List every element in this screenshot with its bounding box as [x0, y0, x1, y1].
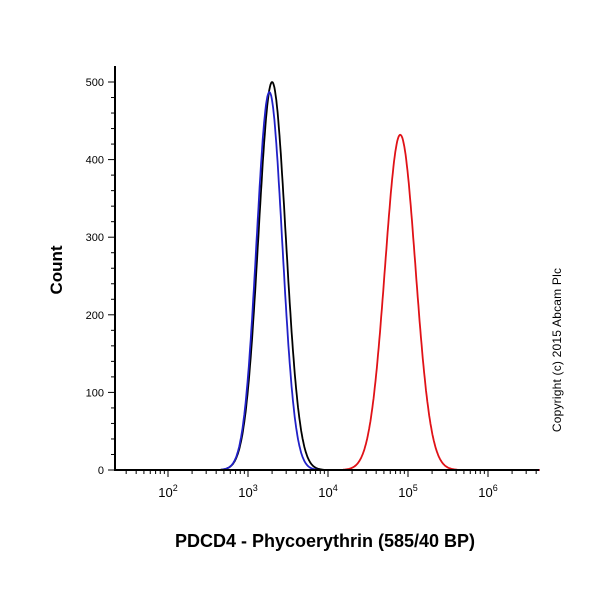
svg-text:103: 103 [238, 483, 257, 500]
axis-ticks [108, 81, 537, 477]
svg-text:300: 300 [86, 232, 104, 244]
svg-text:100: 100 [86, 387, 104, 399]
y-axis-title: Count [47, 245, 66, 295]
curve-black-curve-control [114, 81, 540, 471]
tick-labels: 0 100 200 300 400 500 102 103 104 105 106 [86, 77, 498, 500]
svg-text:400: 400 [86, 155, 104, 167]
svg-text:104: 104 [318, 483, 337, 500]
svg-text:106: 106 [478, 483, 497, 500]
curve-blue-curve-control [114, 91, 540, 471]
axes-lines [114, 66, 539, 471]
svg-text:200: 200 [86, 310, 104, 322]
svg-text:102: 102 [158, 483, 177, 500]
svg-text:500: 500 [86, 77, 104, 89]
svg-text:105: 105 [398, 483, 417, 500]
histogram-curves [114, 81, 540, 471]
svg-text:0: 0 [98, 465, 104, 477]
copyright-text: Copyright (c) 2015 Abcam Plc [550, 267, 564, 433]
curve-red-curve-pdcd4-pe [114, 133, 540, 471]
x-axis-title: PDCD4 - Phycoerythrin (585/40 BP) [174, 531, 476, 551]
